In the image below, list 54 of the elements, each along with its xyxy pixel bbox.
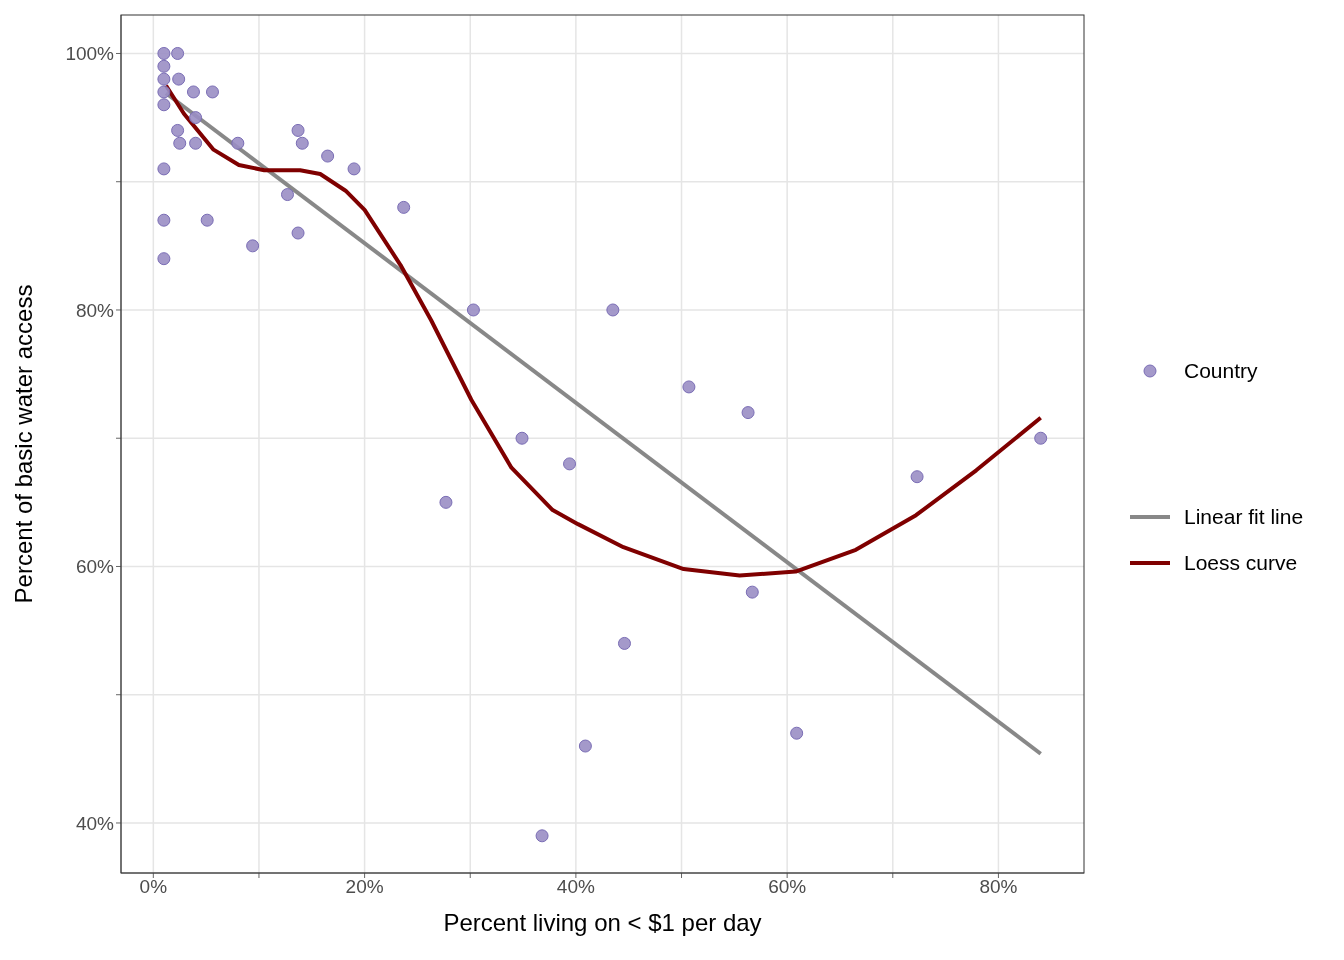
point [439,495,453,509]
legend-label: Country [1184,359,1258,383]
point [157,213,171,227]
x-tick-label: 20% [345,876,384,898]
point [186,85,200,99]
point [515,431,529,445]
point [295,136,309,150]
legend-label: Loess curve [1184,551,1298,575]
point [397,200,411,214]
point [606,303,620,317]
x-tick-label: 0% [139,876,168,898]
point [157,59,171,73]
point [790,726,804,740]
point [157,162,171,176]
point [246,239,260,253]
point [173,136,187,150]
point [291,123,305,137]
y-tick-label: 40% [75,812,115,834]
point [189,111,203,125]
point [157,85,171,99]
point [741,406,755,420]
point [466,303,480,317]
point [205,85,219,99]
point [1034,431,1048,445]
point [157,72,171,86]
point [745,585,759,599]
point [563,457,577,471]
point [171,123,185,137]
legend-label: Linear fit line [1184,505,1304,529]
point [617,636,631,650]
x-axis-title: Percent living on < $1 per day [443,909,762,936]
point [157,252,171,266]
point [172,72,186,86]
point [200,213,214,227]
y-tick-label: 100% [65,43,115,65]
point [171,46,185,60]
x-tick-label: 60% [768,876,807,898]
point [910,470,924,484]
x-tick-label: 40% [556,876,595,898]
y-axis-title: Percent of basic water access [9,284,37,604]
y-tick-label: 60% [75,556,115,578]
point [291,226,305,240]
point [347,162,361,176]
point [321,149,335,163]
point [578,739,592,753]
y-tick-label: 80% [75,299,115,321]
point [157,46,171,60]
point [189,136,203,150]
point [157,98,171,112]
point [535,829,549,843]
x-tick-label: 80% [979,876,1018,898]
point [682,380,696,394]
point [280,188,294,202]
point [231,136,245,150]
